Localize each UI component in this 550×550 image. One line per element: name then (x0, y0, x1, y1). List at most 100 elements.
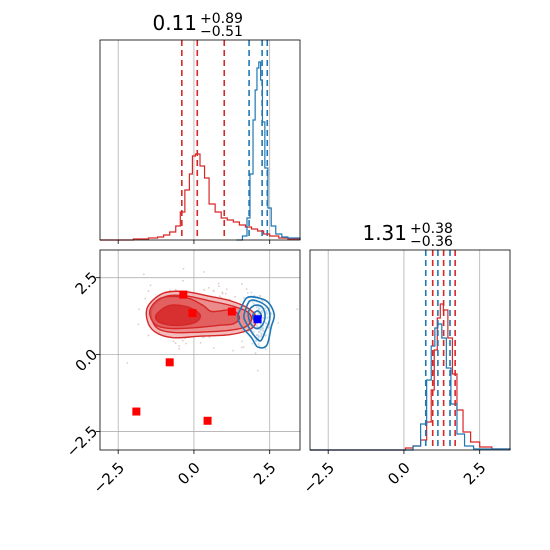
sample-point (182, 279, 184, 282)
sample-point (257, 305, 259, 308)
sample-point (147, 290, 150, 292)
sample-point (169, 289, 171, 292)
sample-point (262, 329, 265, 332)
frame-top-left (99, 39, 301, 241)
sample-point (174, 342, 177, 345)
y-tick-label: −2.5 (63, 422, 101, 460)
sample-point (255, 339, 257, 342)
ticks-bottom-left (96, 277, 271, 454)
sample-point (265, 309, 268, 312)
sample-point (172, 340, 175, 343)
panel-bottom-right: −2.5 0.0 2.5 (300, 249, 511, 497)
sample-point (126, 362, 129, 364)
sample-point (259, 307, 261, 310)
sample-point (264, 348, 267, 351)
grid-bottom-left (100, 250, 300, 450)
contour-blue (243, 299, 271, 342)
sample-point (241, 340, 243, 343)
sample-point (261, 326, 264, 329)
sample-point (257, 343, 260, 345)
sample-point (261, 311, 264, 314)
sample-point (257, 313, 259, 316)
sample-point (142, 273, 145, 276)
sample-point (218, 295, 221, 298)
sample-point (185, 342, 187, 345)
marker-red (179, 290, 188, 299)
sample-point (225, 288, 228, 291)
sample-point (218, 285, 220, 288)
sample-point (207, 286, 210, 289)
sample-point (182, 267, 185, 270)
marker-red (132, 407, 141, 416)
histogram-param2 (310, 303, 511, 451)
marker-red (188, 309, 197, 318)
sample-point (268, 342, 271, 345)
title-param1-minus: −0.51 (200, 24, 243, 40)
title-param2-plus: +0.38 (410, 221, 453, 237)
sample-point (270, 313, 273, 316)
quantile-lines-param1 (181, 40, 269, 240)
sample-point (208, 336, 211, 338)
sample-point (258, 295, 261, 297)
sample-point (256, 333, 259, 336)
sample-point (178, 347, 181, 350)
sample-point (234, 295, 237, 298)
sample-point (256, 369, 259, 372)
sample-point (266, 316, 269, 319)
sample-point (252, 302, 255, 305)
ticks-bottom-right (327, 450, 481, 454)
sample-point (264, 334, 267, 337)
x-tick-labels-bottom-right: −2.5 0.0 2.5 (300, 459, 490, 497)
title-param1: 0.11 +0.89 −0.51 (152, 11, 242, 40)
panel-top-left (99, 39, 301, 244)
frame-bottom-right (309, 249, 511, 451)
contour-blue (237, 295, 276, 349)
sample-point (254, 352, 257, 355)
sample-point (266, 312, 268, 315)
sample-point (217, 282, 220, 285)
sample-point (243, 297, 245, 299)
sample-point (242, 346, 245, 348)
sample-point (277, 322, 280, 324)
sample-point (257, 337, 260, 339)
sample-point (250, 291, 253, 294)
sample-point (212, 346, 215, 349)
sample-point (265, 322, 268, 325)
sample-point (245, 288, 248, 291)
sample-point (212, 289, 215, 292)
sample-point (240, 346, 243, 349)
grid-bottom-right (327, 250, 481, 450)
marker-red (165, 358, 174, 367)
sample-point (259, 322, 262, 325)
markers (132, 290, 262, 425)
sample-point (246, 292, 249, 294)
sample-point (253, 330, 255, 333)
sample-point (203, 288, 205, 291)
sample-point (144, 297, 147, 300)
quantile-lines-param2 (424, 250, 456, 450)
x-tick-label: 2.5 (460, 459, 490, 489)
histogram-red (100, 153, 301, 241)
sample-point (178, 345, 180, 347)
sample-point (202, 271, 205, 273)
sample-point (258, 335, 261, 338)
title-param2: 1.31 +0.38 −0.36 (362, 221, 453, 250)
histogram-param1 (100, 61, 301, 241)
sample-point (174, 288, 177, 291)
sample-point (255, 306, 258, 309)
sample-point (261, 328, 264, 331)
x-tick-labels-bottom-left: −2.5 0.0 2.5 (90, 459, 280, 497)
histogram-blue (310, 323, 511, 451)
marker-blue (253, 315, 262, 324)
sample-point (241, 283, 243, 285)
sample-point (224, 292, 227, 295)
title-param2-median: 1.31 (362, 221, 407, 245)
x-tick-label: 2.5 (250, 459, 280, 489)
x-tick-label: −2.5 (90, 459, 128, 497)
sample-point (259, 331, 261, 333)
sample-point (199, 341, 202, 344)
x-tick-label: −2.5 (300, 459, 338, 497)
sample-point (262, 316, 264, 319)
x-tick-label: 0.0 (174, 459, 204, 489)
y-tick-labels-bottom-left: 2.5 0.0 −2.5 (63, 268, 101, 460)
